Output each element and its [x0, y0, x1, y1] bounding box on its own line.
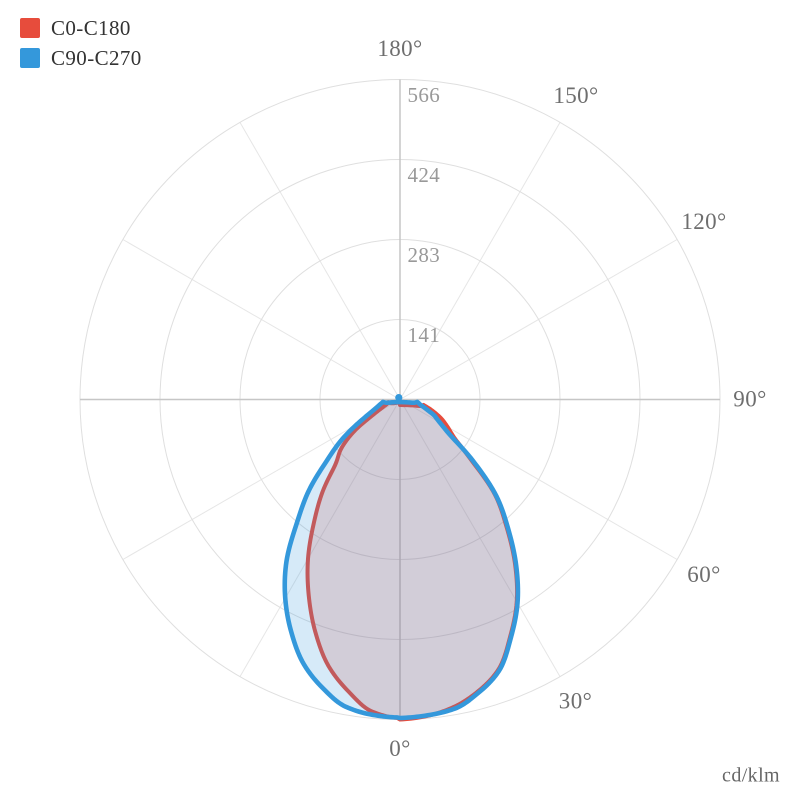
svg-text:424: 424 [408, 163, 441, 187]
svg-text:cd/klm: cd/klm [722, 765, 780, 787]
svg-text:566: 566 [408, 83, 441, 107]
svg-text:141: 141 [408, 323, 441, 347]
svg-text:0°: 0° [389, 736, 411, 761]
svg-text:C0-C180: C0-C180 [51, 16, 131, 40]
svg-text:30°: 30° [559, 689, 592, 714]
svg-text:150°: 150° [553, 83, 598, 108]
svg-text:180°: 180° [377, 36, 422, 61]
svg-text:60°: 60° [687, 562, 720, 587]
svg-text:90°: 90° [733, 386, 766, 411]
svg-text:283: 283 [408, 243, 441, 267]
svg-text:C90-C270: C90-C270 [51, 46, 142, 70]
svg-text:120°: 120° [681, 209, 726, 234]
